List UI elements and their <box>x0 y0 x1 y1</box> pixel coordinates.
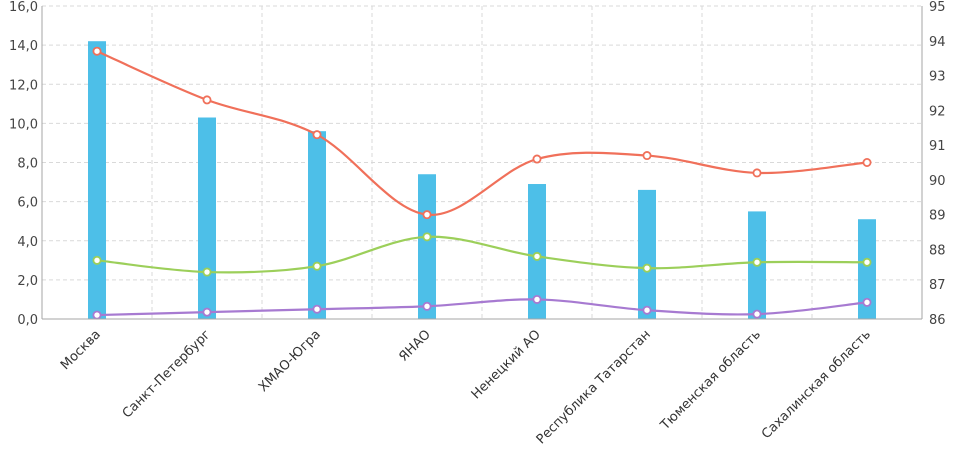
right-tick-label: 94 <box>929 35 946 50</box>
right-tick-label: 90 <box>929 174 946 189</box>
left-tick-label: 8,0 <box>17 157 38 172</box>
series-point-1 <box>92 46 102 56</box>
series-point-3 <box>752 309 762 319</box>
series-point-1 <box>642 151 652 161</box>
right-tick-label: 86 <box>929 313 946 328</box>
left-tick-label: 10,0 <box>9 117 38 132</box>
right-tick-label: 87 <box>929 278 946 293</box>
series-point-2 <box>92 255 102 265</box>
right-tick-label: 88 <box>929 243 946 258</box>
lines <box>92 46 872 320</box>
series-point-1 <box>202 95 212 105</box>
series-point-2 <box>862 257 872 267</box>
series-point-2 <box>422 232 432 242</box>
series-point-1 <box>752 168 762 178</box>
left-tick-label: 0,0 <box>17 313 38 328</box>
category-label: ХМАО-Югра <box>256 327 324 395</box>
left-tick-label: 4,0 <box>17 235 38 250</box>
category-label: Тюменская область <box>657 327 764 434</box>
series-point-3 <box>312 304 322 314</box>
grid <box>42 5 922 319</box>
series-point-1 <box>312 130 322 140</box>
series-point-2 <box>752 257 762 267</box>
left-tick-label: 2,0 <box>17 274 38 289</box>
category-label: Ненецкий АО <box>469 327 544 402</box>
series-point-3 <box>532 294 542 304</box>
bars <box>88 41 876 320</box>
bar <box>88 41 106 320</box>
series-point-2 <box>642 263 652 273</box>
right-tick-label: 89 <box>929 209 946 224</box>
series-line-2 <box>96 235 868 274</box>
series-line-1 <box>96 50 868 216</box>
left-tick-label: 12,0 <box>9 78 38 93</box>
category-label: Москва <box>58 327 104 373</box>
series-point-1 <box>862 157 872 167</box>
category-label: Сахалинская область <box>759 327 874 442</box>
left-tick-label: 6,0 <box>17 196 38 211</box>
bar <box>198 117 216 319</box>
category-label: ЯНАО <box>396 327 433 364</box>
right-tick-label: 91 <box>929 139 946 154</box>
left-tick-label: 14,0 <box>9 39 38 54</box>
series-point-3 <box>92 310 102 320</box>
right-tick-label: 93 <box>929 70 946 85</box>
series-point-2 <box>312 261 322 271</box>
bar <box>858 219 876 319</box>
left-axis-ticks: 0,0 2,0 4,0 6,0 8,0 10,0 12,0 14,0 16,0 <box>9 0 38 328</box>
bar <box>528 184 546 319</box>
right-axis-ticks: 86 87 88 89 90 91 92 93 94 95 <box>929 0 946 328</box>
left-tick-label: 16,0 <box>9 0 38 15</box>
series-point-1 <box>422 210 432 220</box>
series-point-2 <box>202 267 212 277</box>
right-tick-label: 95 <box>929 0 946 15</box>
series-line-3 <box>96 298 868 317</box>
bar <box>308 131 326 319</box>
series-point-3 <box>862 297 872 307</box>
series-point-3 <box>642 305 652 315</box>
axes <box>41 6 923 320</box>
series-point-2 <box>532 251 542 261</box>
series-point-1 <box>532 154 542 164</box>
series-point-3 <box>422 301 432 311</box>
series-point-3 <box>202 307 212 317</box>
category-label: Республика Татарстан <box>534 327 654 447</box>
category-labels: Москва Санкт-Петербург ХМАО-Югра ЯНАО Ненецк… <box>58 327 874 447</box>
bar <box>638 189 656 319</box>
bar <box>418 174 436 319</box>
right-tick-label: 92 <box>929 104 946 119</box>
category-label: Санкт-Петербург <box>120 327 214 421</box>
